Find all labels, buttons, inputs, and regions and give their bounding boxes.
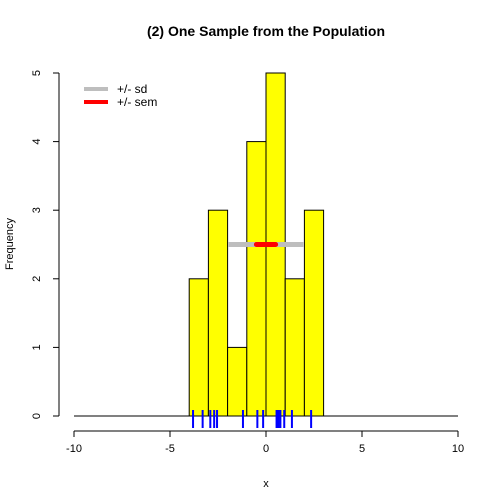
y-tick-label: 1 bbox=[31, 344, 43, 350]
x-axis: -10 -5 0 5 10 bbox=[66, 430, 464, 455]
x-axis-label: x bbox=[263, 478, 269, 490]
x-tick-label: 10 bbox=[452, 443, 464, 455]
histogram-bar bbox=[207, 209, 229, 417]
histogram-bar bbox=[303, 209, 325, 417]
legend-sd-label: +/- sd bbox=[117, 82, 147, 96]
legend-sem-label: +/- sem bbox=[117, 95, 157, 109]
x-tick-label: 0 bbox=[263, 443, 269, 455]
histogram-bar bbox=[284, 278, 305, 417]
rug-marks bbox=[192, 410, 313, 428]
y-axis-label: Frequency bbox=[4, 218, 16, 270]
y-tick-label: 2 bbox=[31, 276, 43, 282]
y-tick-label: 5 bbox=[31, 70, 43, 76]
histogram-bar bbox=[227, 346, 248, 417]
histogram-bar bbox=[246, 141, 267, 417]
x-tick-label: -5 bbox=[165, 443, 175, 455]
legend: +/- sd +/- sem bbox=[84, 82, 157, 109]
chart-title: (2) One Sample from the Population bbox=[147, 23, 385, 39]
y-tick-label: 3 bbox=[31, 207, 43, 213]
y-tick-label: 4 bbox=[31, 139, 43, 145]
histogram-bar bbox=[188, 278, 209, 417]
x-tick-label: 5 bbox=[359, 443, 365, 455]
histogram-bars bbox=[74, 72, 458, 417]
y-tick-label: 0 bbox=[31, 413, 43, 419]
y-axis: 0 1 2 3 4 5 bbox=[31, 70, 60, 419]
x-tick-label: -10 bbox=[66, 443, 82, 455]
